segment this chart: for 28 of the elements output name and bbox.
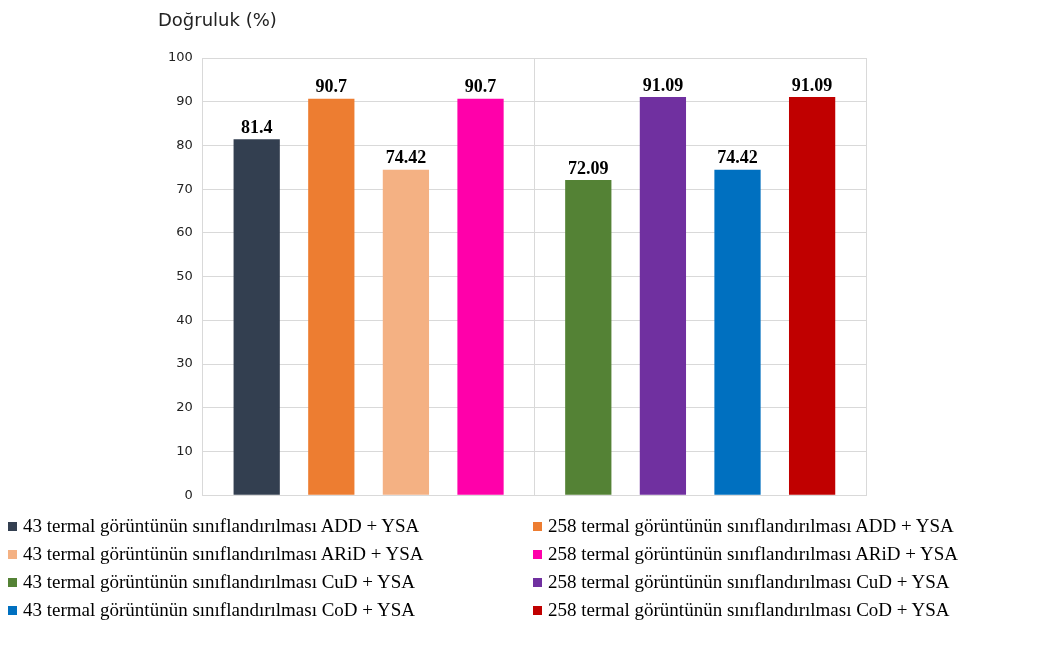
legend-label: 43 termal görüntünün sınıflandırılması ARiD + YSA (23, 543, 424, 565)
y-tick-label: 70 (176, 180, 193, 196)
data-label: 81.4 (240, 116, 273, 137)
y-tick-label: 20 (176, 399, 193, 415)
data-label: 74.42 (385, 147, 427, 168)
legend-label: 43 termal görüntünün sınıflandırılması CuD + YSA (23, 571, 416, 593)
y-tick-label: 90 (176, 93, 193, 109)
y-axis-title: Doğruluk (%) (158, 8, 277, 30)
data-label: 90.7 (315, 76, 348, 97)
data-label: 72.09 (568, 157, 609, 178)
data-label: 91.09 (791, 74, 833, 95)
legend-label: 258 termal görüntünün sınıflandırılması ARiD + YSA (548, 543, 959, 565)
y-tick-label: 60 (176, 224, 193, 240)
data-label: 91.09 (642, 74, 684, 95)
y-tick-label: 30 (176, 355, 193, 371)
y-tick-label: 0 (184, 486, 193, 502)
legend-label: 258 termal görüntünün sınıflandırılması ADD + YSA (548, 515, 954, 537)
legend-label: 43 termal görüntünün sınıflandırılması CoD + YSA (23, 599, 416, 621)
y-tick-label: 10 (176, 442, 193, 458)
data-label: 74.42 (717, 147, 758, 168)
y-tick-label: 80 (176, 136, 193, 152)
y-tick-label: 100 (167, 49, 193, 65)
y-tick-label: 40 (176, 311, 193, 327)
data-label: 90.7 (464, 76, 497, 97)
legend-label: 43 termal görüntünün sınıflandırılması ADD + YSA (23, 515, 420, 537)
y-tick-label: 50 (176, 267, 193, 283)
legend-label: 258 termal görüntünün sınıflandırılması CoD + YSA (548, 599, 950, 621)
legend-label: 258 termal görüntünün sınıflandırılması CuD + YSA (548, 571, 950, 593)
